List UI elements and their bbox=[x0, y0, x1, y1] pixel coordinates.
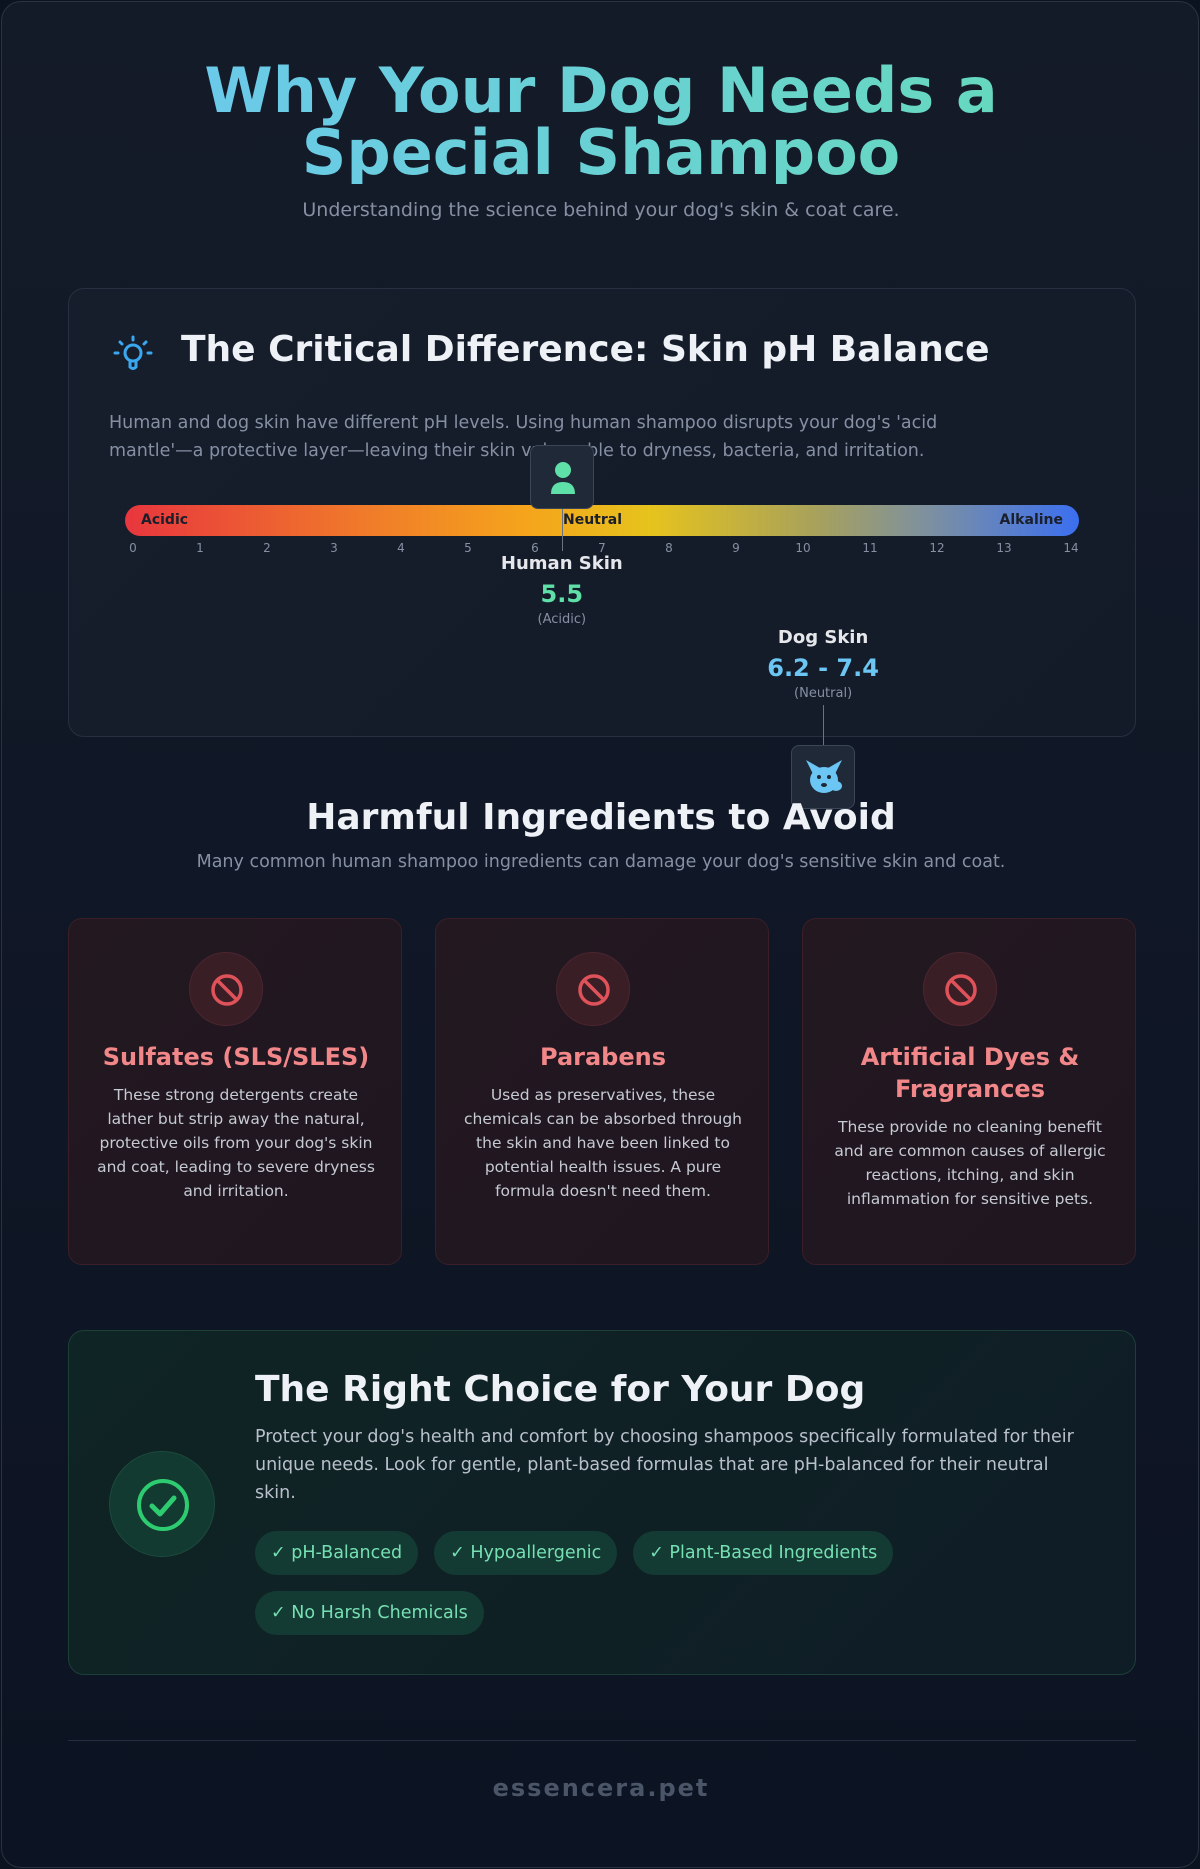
ingredient-title: Artificial Dyes & Fragrances bbox=[860, 1043, 1080, 1103]
ingredient-card-dyes: Artificial Dyes & Fragrances These provi… bbox=[802, 918, 1136, 1265]
ph-scale-ticks: 0 1 2 3 4 5 6 7 8 9 10 11 12 13 14 bbox=[125, 541, 1079, 557]
ingredient-description: Used as preservatives, these chemicals c… bbox=[464, 1086, 743, 1200]
ph-tick-label: 3 bbox=[330, 541, 338, 555]
dog-marker-line bbox=[823, 705, 825, 745]
page-subtitle: Understanding the science behind your do… bbox=[302, 199, 900, 221]
ph-tick-label: 7 bbox=[598, 541, 606, 555]
ingredient-title: Parabens bbox=[540, 1043, 666, 1071]
ingredient-card-parabens: Parabens Used as preservatives, these ch… bbox=[435, 918, 769, 1265]
ingredient-title: Sulfates (SLS/SLES) bbox=[102, 1043, 370, 1071]
ph-tick-label: 8 bbox=[665, 541, 673, 555]
dog-skin-name: Dog Skin bbox=[777, 627, 869, 648]
ph-tick-label: 5 bbox=[464, 541, 472, 555]
footer-brand: essencera.pet bbox=[492, 1774, 710, 1802]
acidic-label: Acidic bbox=[141, 512, 189, 528]
choice-description: Protect your dog's health and comfort by… bbox=[255, 1427, 1074, 1503]
ph-tick-label: 10 bbox=[795, 541, 811, 555]
ph-card-title: The Critical Difference: Skin pH Balance bbox=[181, 329, 990, 370]
human-skin-name: Human Skin bbox=[500, 553, 623, 574]
ph-tick-label: 2 bbox=[263, 541, 271, 555]
pill-no-harsh-chemicals: ✓ No Harsh Chemicals bbox=[255, 1591, 484, 1635]
dog-skin-label: Dog Skin 6.2 - 7.4 (Neutral) bbox=[767, 627, 879, 701]
ingredient-card-sulfates: Sulfates (SLS/SLES) These strong deterge… bbox=[68, 918, 402, 1265]
ph-balance-card: The Critical Difference: Skin pH Balance… bbox=[68, 288, 1136, 809]
lightbulb-icon bbox=[113, 335, 153, 370]
ph-scale-bar: Acidic Neutral Alkaline bbox=[125, 505, 1079, 536]
ingredients-subtitle: Many common human shampoo ingredients ca… bbox=[196, 852, 1006, 872]
ingredients-title: Harmful Ingredients to Avoid bbox=[306, 797, 896, 838]
human-skin-value: 5.5 bbox=[540, 580, 584, 608]
pill-hypoallergenic: ✓ Hypoallergenic bbox=[434, 1531, 618, 1575]
neutral-label: Neutral bbox=[563, 512, 623, 528]
ph-tick-label: 0 bbox=[129, 541, 137, 555]
ph-tick-label: 6 bbox=[531, 541, 539, 555]
right-choice-card: The Right Choice for Your Dog Protect yo… bbox=[68, 1330, 1136, 1675]
footer-divider bbox=[68, 1740, 1136, 1741]
ph-tick-label: 1 bbox=[196, 541, 204, 555]
pill-plant-based: ✓ Plant-Based Ingredients bbox=[633, 1531, 894, 1575]
ph-tick-label: 12 bbox=[929, 541, 945, 555]
dog-skin-value: 6.2 - 7.4 bbox=[767, 654, 879, 682]
ph-tick-label: 14 bbox=[1063, 541, 1079, 555]
person-icon bbox=[550, 462, 575, 494]
prohibited-icon bbox=[923, 952, 997, 1026]
choice-title: The Right Choice for Your Dog bbox=[255, 1369, 866, 1410]
prohibited-icon bbox=[556, 952, 630, 1026]
alkaline-label: Alkaline bbox=[999, 512, 1063, 528]
pill-ph-balanced: ✓ pH-Balanced bbox=[255, 1531, 419, 1575]
ph-card-description: Human and dog skin have different pH lev… bbox=[109, 413, 938, 461]
ph-tick-label: 9 bbox=[732, 541, 740, 555]
human-skin-label: Human Skin 5.5 (Acidic) bbox=[501, 553, 623, 627]
ph-tick-label: 13 bbox=[996, 541, 1012, 555]
ph-tick-label: 11 bbox=[862, 541, 878, 555]
human-skin-note: (Acidic) bbox=[537, 612, 587, 627]
human-marker-line bbox=[561, 509, 563, 551]
dog-icon bbox=[806, 760, 843, 793]
ingredient-description: These strong detergents create lather bu… bbox=[97, 1086, 375, 1200]
ingredient-description: These provide no cleaning benefit and ar… bbox=[834, 1118, 1106, 1208]
feature-pills: ✓ pH-Balanced ✓ Hypoallergenic ✓ Plant-B… bbox=[255, 1531, 1075, 1635]
dog-skin-note: (Neutral) bbox=[794, 686, 853, 701]
ph-tick-label: 4 bbox=[397, 541, 405, 555]
check-circle-icon bbox=[109, 1451, 215, 1557]
prohibited-icon bbox=[189, 952, 263, 1026]
page-title: Why Your Dog Needs a Special Shampoo bbox=[2, 60, 1198, 184]
human-marker bbox=[529, 445, 594, 509]
dog-marker bbox=[791, 745, 856, 809]
